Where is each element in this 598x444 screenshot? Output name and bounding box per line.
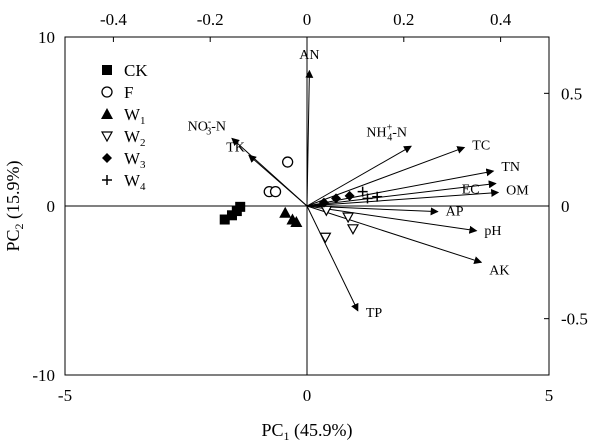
score-point-f [269, 185, 282, 198]
loading-label-tp: TP [366, 306, 383, 321]
right-tick-label: -0.5 [561, 310, 588, 329]
top-tick-label: 0.2 [393, 10, 414, 29]
loading-label-nh: NH+ 4-N [366, 122, 407, 143]
y-axis-title-sub: 2 [12, 223, 26, 229]
legend-marker-w4 [102, 175, 112, 185]
loading-label-ap: AP [446, 205, 464, 220]
y-axis-title-rest: (15.9%) [3, 160, 24, 223]
legend-label-w2: W2 [124, 127, 146, 149]
legend-marker-w2 [100, 131, 114, 143]
loading-label-tn: TN [501, 160, 520, 175]
left-tick-label: -10 [32, 366, 55, 385]
score-point-w2 [320, 205, 333, 217]
loading-label-tc: TC [472, 138, 490, 153]
bottom-tick-label: -5 [58, 386, 72, 405]
score-point-w1 [290, 216, 303, 228]
right-tick-label: 0.5 [561, 84, 582, 103]
loading-arrow-ak [306, 205, 483, 264]
right-tick-label: 0 [561, 197, 570, 216]
bottom-tick-label: 0 [303, 386, 312, 405]
loading-label-ph: pH [484, 224, 501, 239]
legend-label-w3: W3 [124, 149, 146, 171]
score-point-w2 [346, 224, 359, 236]
score-point-w4 [372, 191, 383, 202]
legend-marker-w3 [102, 153, 112, 163]
score-point-w4 [357, 186, 368, 197]
top-tick-label: -0.4 [100, 10, 127, 29]
loading-label-an: AN [299, 48, 319, 63]
x-axis-title: PC1 (45.9%) [261, 420, 352, 443]
legend-marker-f [101, 86, 113, 98]
axes-layer: -5 0 5 -10 0 10 -0.4 -0.2 0 0.2 0.4 -0.5 0 0.5 [32, 10, 588, 405]
loading-arrow-ec [306, 180, 497, 207]
x-axis-title-main: PC [261, 420, 283, 440]
legend-label-f: F [124, 83, 133, 102]
legend-label-ck: CK [124, 61, 148, 80]
loading-arrow-om [306, 188, 500, 207]
score-point-ck [235, 201, 246, 212]
score-point-w3 [331, 193, 342, 204]
loading-arrow-tp [306, 205, 359, 312]
top-tick-label: -0.2 [197, 10, 224, 29]
score-point-f [281, 156, 294, 168]
loading-arrow-tc [306, 146, 466, 207]
top-tick-label: 0 [303, 10, 312, 29]
top-tick-label: 0.4 [490, 10, 512, 29]
loading-label-ak: AK [489, 263, 509, 278]
left-tick-label: 0 [47, 197, 56, 216]
score-point-ck [219, 214, 230, 225]
loading-label-tk: TK [226, 140, 245, 155]
score-point-w4 [362, 193, 373, 204]
x-axis-title-sub: 1 [284, 429, 290, 443]
loading-arrow-an [305, 69, 314, 207]
loading-arrow-tk [248, 154, 308, 207]
legend-marker-w1 [101, 108, 113, 119]
bottom-tick-label: 5 [545, 386, 554, 405]
legend-label-w4: W4 [124, 171, 146, 193]
legend-marker-ck [102, 65, 112, 75]
y-axis-title-main: PC [3, 229, 23, 251]
score-points [219, 156, 383, 244]
loading-label-no: NO-3-N [188, 116, 226, 137]
x-axis-title-rest: (45.9%) [290, 420, 353, 441]
score-point-w1 [279, 206, 292, 218]
score-point-w3 [318, 197, 329, 208]
legend-label-w1: W1 [124, 105, 146, 127]
left-tick-label: 10 [38, 28, 55, 47]
loading-arrow-ph [306, 205, 478, 234]
score-point-w2 [342, 212, 355, 224]
y-axis-title: PC2 (15.9%) [3, 160, 26, 251]
score-point-w2 [319, 232, 332, 244]
score-point-w3 [344, 190, 355, 201]
loading-arrow-nh [306, 145, 412, 207]
loading-label-om: OM [506, 183, 529, 198]
